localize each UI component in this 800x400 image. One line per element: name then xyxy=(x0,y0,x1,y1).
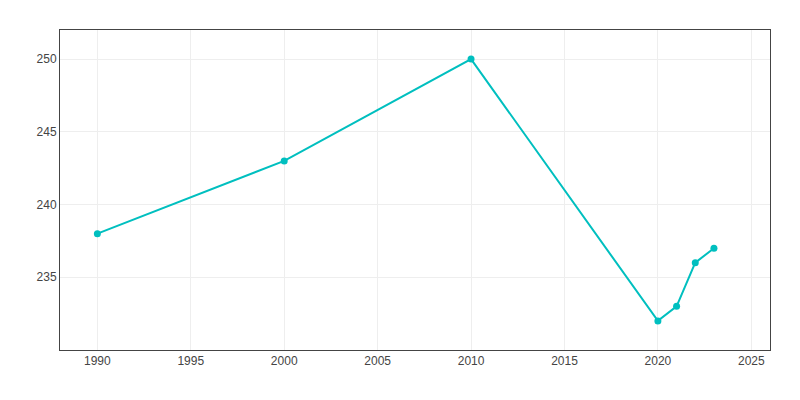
svg-text:2010: 2010 xyxy=(458,354,485,368)
svg-text:2025: 2025 xyxy=(738,354,765,368)
svg-text:2020: 2020 xyxy=(645,354,672,368)
svg-text:235: 235 xyxy=(37,270,57,284)
svg-text:245: 245 xyxy=(37,125,57,139)
svg-text:1990: 1990 xyxy=(84,354,111,368)
svg-text:250: 250 xyxy=(37,52,57,66)
svg-text:2005: 2005 xyxy=(364,354,391,368)
svg-text:1995: 1995 xyxy=(177,354,204,368)
svg-text:240: 240 xyxy=(37,198,57,212)
svg-text:2015: 2015 xyxy=(551,354,578,368)
svg-text:2000: 2000 xyxy=(271,354,298,368)
